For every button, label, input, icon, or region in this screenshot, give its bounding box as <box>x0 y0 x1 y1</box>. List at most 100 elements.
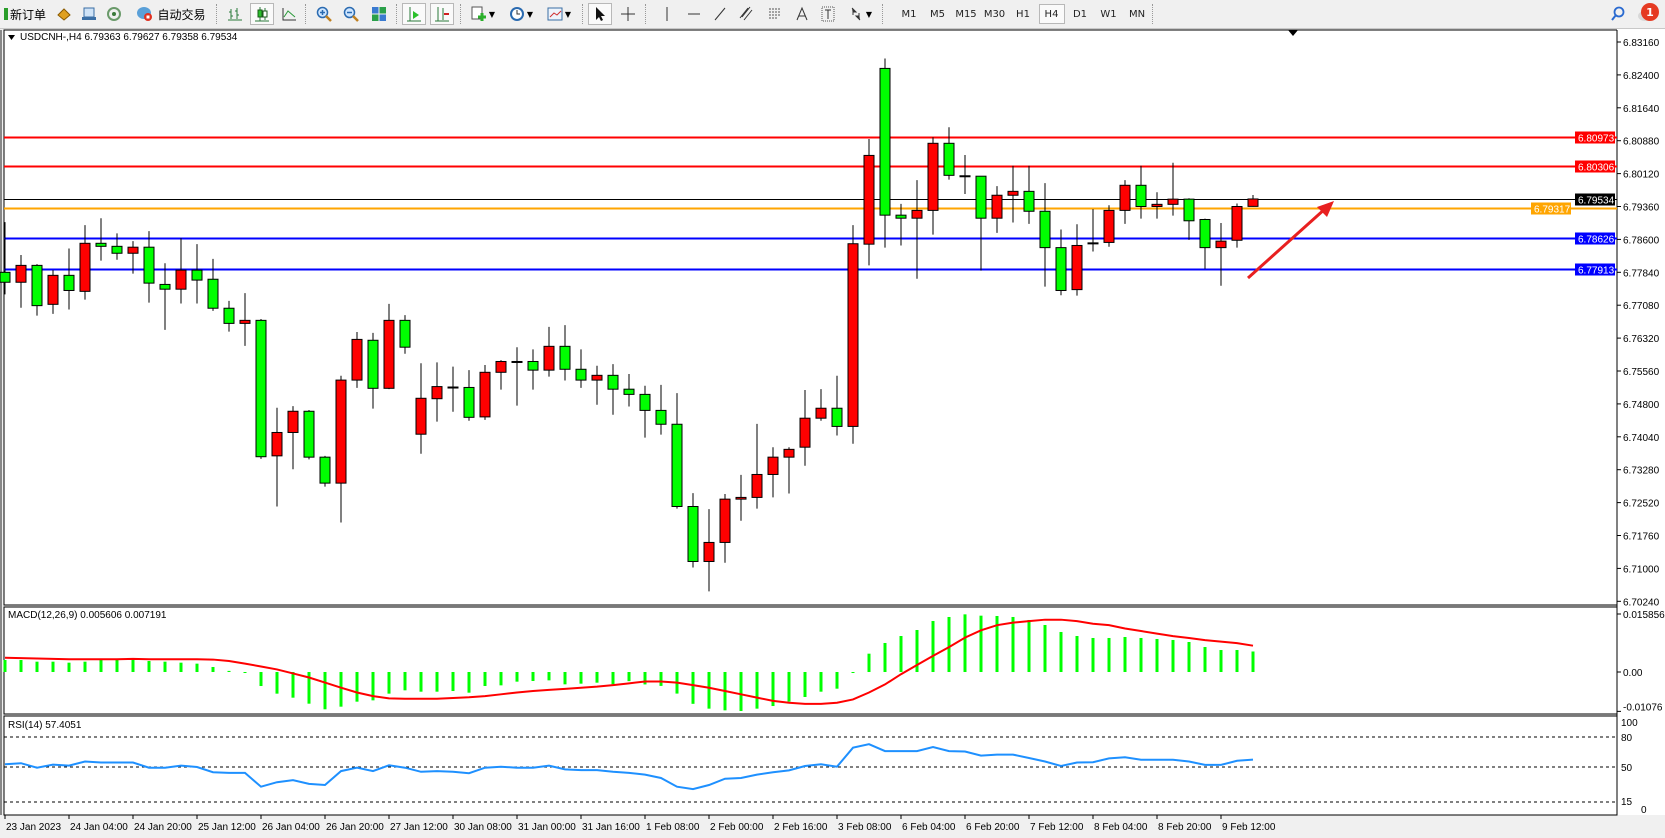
timeframe-h4[interactable]: H4 <box>1038 4 1065 24</box>
candle[interactable] <box>1103 205 1115 247</box>
text-button[interactable] <box>791 3 813 25</box>
candle[interactable] <box>1055 229 1067 296</box>
candle[interactable] <box>255 319 267 459</box>
candle[interactable] <box>639 385 651 438</box>
candle[interactable] <box>799 390 811 466</box>
candle[interactable] <box>207 258 219 311</box>
candle[interactable] <box>575 349 587 388</box>
candle[interactable] <box>959 154 971 194</box>
zoom-in-button[interactable] <box>313 3 335 25</box>
candle[interactable] <box>415 363 427 454</box>
candle[interactable] <box>31 264 43 316</box>
candle[interactable] <box>511 347 523 406</box>
horizontal-line-button[interactable] <box>683 3 705 25</box>
text-label-button[interactable] <box>817 3 839 25</box>
candle[interactable] <box>15 254 27 308</box>
candle[interactable] <box>447 366 459 412</box>
candle[interactable] <box>703 509 715 592</box>
arrows-button[interactable]: ▼ <box>843 3 877 25</box>
candle[interactable] <box>143 231 155 303</box>
candle[interactable] <box>751 423 763 509</box>
candle[interactable] <box>287 406 299 470</box>
candle[interactable] <box>1183 198 1195 240</box>
candle[interactable] <box>191 244 203 304</box>
candle[interactable] <box>687 493 699 568</box>
candle[interactable] <box>351 332 363 388</box>
candle[interactable] <box>1231 203 1243 248</box>
fibonacci-button[interactable] <box>763 3 787 25</box>
candle[interactable] <box>655 384 667 435</box>
auto-scroll-button[interactable] <box>402 3 426 25</box>
candle[interactable] <box>431 362 443 422</box>
candle[interactable] <box>479 364 491 420</box>
candle[interactable] <box>1087 209 1099 252</box>
candle[interactable] <box>1023 165 1035 224</box>
candle[interactable] <box>79 225 91 300</box>
candle[interactable] <box>383 303 395 390</box>
auto-trading-button[interactable]: 自动交易 <box>130 3 212 25</box>
search-button[interactable] <box>1607 3 1629 25</box>
candle[interactable] <box>911 180 923 279</box>
timeframe-mn[interactable]: MN <box>1128 8 1146 20</box>
annotation-arrow[interactable] <box>1246 201 1334 280</box>
candle[interactable] <box>1199 218 1211 269</box>
candle[interactable] <box>1039 183 1051 287</box>
candle[interactable] <box>527 349 539 390</box>
templates-button[interactable]: ▼ <box>542 3 576 25</box>
candle[interactable] <box>463 370 475 421</box>
trendline-button[interactable] <box>709 3 731 25</box>
candle[interactable] <box>607 364 619 415</box>
candle[interactable] <box>111 233 123 260</box>
timeframe-m30[interactable]: M30 <box>983 8 1006 20</box>
candle[interactable] <box>47 270 59 314</box>
candle[interactable] <box>0 222 11 295</box>
candle[interactable] <box>975 175 987 271</box>
price-axis[interactable] <box>1617 29 1665 815</box>
periods-button[interactable]: ▼ <box>504 3 538 25</box>
macd-panel[interactable] <box>3 606 1618 715</box>
candle[interactable] <box>1151 192 1163 219</box>
zoom-out-button[interactable] <box>340 3 362 25</box>
candle[interactable] <box>895 203 907 246</box>
candle[interactable] <box>127 241 139 274</box>
candle[interactable] <box>559 325 571 381</box>
candle[interactable] <box>831 375 843 436</box>
candle[interactable] <box>223 300 235 332</box>
candle[interactable] <box>847 225 859 444</box>
main-chart-panel[interactable] <box>3 29 1618 606</box>
candle[interactable] <box>159 263 171 330</box>
bar-chart-button[interactable] <box>224 3 246 25</box>
candle[interactable] <box>1215 222 1227 286</box>
candle[interactable] <box>1167 162 1179 216</box>
candle[interactable] <box>399 315 411 354</box>
terminal-button[interactable] <box>79 3 99 25</box>
candle[interactable] <box>591 365 603 405</box>
line-chart-button[interactable] <box>278 3 300 25</box>
candlestick-button[interactable] <box>250 3 274 25</box>
candle[interactable] <box>927 137 939 235</box>
candle[interactable] <box>95 218 107 261</box>
crosshair-button[interactable] <box>616 3 640 25</box>
new-chart-button[interactable]: ▼ <box>466 3 500 25</box>
candle[interactable] <box>1119 180 1131 224</box>
candle[interactable] <box>1247 194 1259 207</box>
candle[interactable] <box>863 138 875 266</box>
new-order-button[interactable]: 新订单 <box>2 3 48 25</box>
candle[interactable] <box>623 374 635 407</box>
timeframe-m1[interactable]: M1 <box>901 8 917 20</box>
candle[interactable] <box>367 332 379 409</box>
metaeditor-button[interactable] <box>54 3 74 25</box>
candle[interactable] <box>271 407 283 507</box>
candle[interactable] <box>239 293 251 346</box>
candle[interactable] <box>991 186 1003 233</box>
signals-button[interactable] <box>104 3 124 25</box>
candle[interactable] <box>335 375 347 523</box>
equidistant-channel-button[interactable] <box>735 3 759 25</box>
chart-shift-marker-icon[interactable] <box>1288 30 1298 36</box>
cursor-button[interactable] <box>588 3 612 25</box>
candle[interactable] <box>719 493 731 563</box>
candle[interactable] <box>319 455 331 487</box>
candle[interactable] <box>303 409 315 460</box>
chart-shift-button[interactable] <box>430 3 454 25</box>
